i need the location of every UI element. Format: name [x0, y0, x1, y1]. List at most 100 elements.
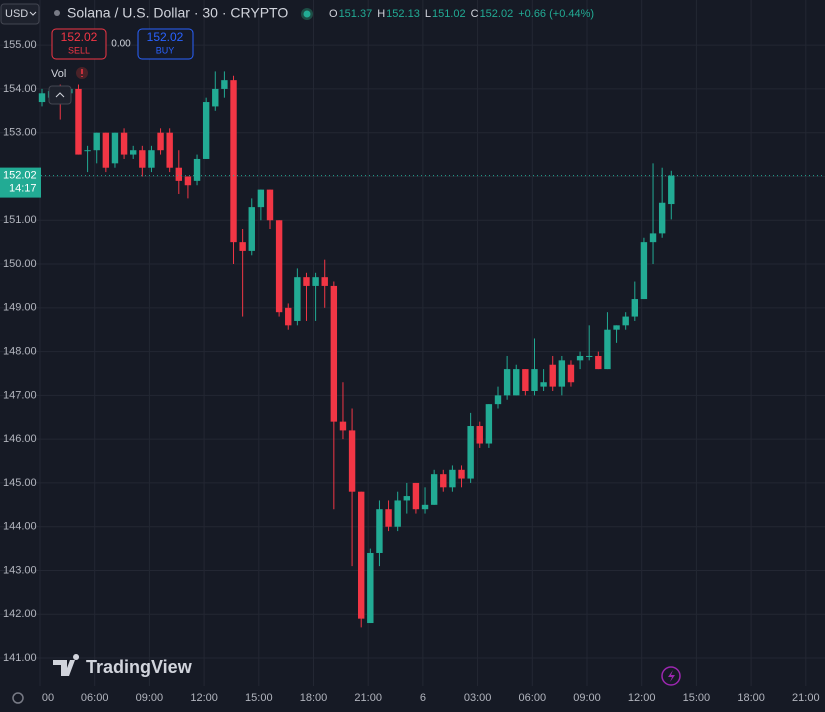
y-tick-label: 141.00 [3, 652, 37, 664]
candle-body [421, 504, 429, 510]
ohlc-value: 152.13 [386, 8, 420, 20]
candle-body [513, 369, 520, 396]
collapse-button[interactable] [48, 85, 72, 105]
candle-body [139, 150, 146, 168]
candle-body [303, 277, 310, 286]
y-tick-label: 149.00 [3, 302, 37, 314]
watermark: TradingView [86, 657, 193, 677]
candle-body [540, 382, 547, 387]
lightning-button[interactable] [661, 666, 681, 686]
candle-body [321, 277, 328, 286]
candle-body [175, 167, 182, 181]
candle-body [567, 364, 575, 383]
candle-body [485, 404, 493, 444]
candle-body [166, 132, 173, 168]
x-tick-label: 12:00 [190, 692, 218, 704]
symbol-title: Solana / U.S. Dollar · 30 · CRYPTO [67, 5, 288, 21]
y-tick-label: 147.00 [3, 389, 37, 401]
candle-body [358, 491, 365, 619]
x-tick-label: 21:00 [354, 692, 382, 704]
candle-body [84, 150, 91, 152]
candle-body [212, 88, 219, 107]
candle-body [257, 189, 265, 208]
candle-body [668, 175, 675, 205]
x-tick-label: 09:00 [573, 692, 601, 704]
ohlc-value: 151.37 [339, 8, 373, 20]
y-tick-label: 144.00 [3, 521, 37, 533]
status-dot [303, 10, 311, 18]
candle-body [294, 277, 301, 321]
candle-body [102, 132, 110, 168]
candle-body [458, 469, 465, 479]
currency-button[interactable] [0, 3, 40, 25]
candle-body [649, 233, 657, 243]
x-tick-label: 12:00 [628, 692, 656, 704]
y-tick-label: 142.00 [3, 608, 37, 620]
candle-body [157, 132, 164, 151]
overlay: USD Solana / U.S. Dollar · 30 · CRYPTO O… [0, 3, 681, 704]
last-price-box [0, 167, 41, 198]
candle-body [239, 242, 246, 251]
candle-body [640, 242, 648, 300]
last-price-label: 152.02 [3, 170, 37, 182]
candle-body [403, 496, 410, 501]
candles [38, 71, 675, 628]
candle-body [476, 426, 483, 444]
buy-price[interactable]: 152.02 [147, 30, 184, 44]
candle-body [558, 360, 566, 387]
dropdown-icon [29, 11, 37, 16]
x-tick-label: 00 [42, 692, 54, 704]
y-tick-label: 155.00 [3, 39, 37, 51]
x-tick-label: 06:00 [81, 692, 109, 704]
x-tick-label: 15:00 [245, 692, 273, 704]
candle-body [202, 102, 210, 159]
sell-label[interactable]: SELL [68, 45, 90, 55]
candle-body [266, 189, 274, 221]
candle-body [503, 369, 511, 396]
currency[interactable]: USD [5, 8, 28, 20]
candle-body [330, 285, 338, 422]
buy-button[interactable] [137, 28, 194, 60]
buy-label[interactable]: BUY [156, 45, 175, 55]
candle-body [631, 299, 638, 317]
candle-body [248, 207, 255, 251]
symbol-icon [54, 10, 60, 16]
candle-body [275, 220, 283, 313]
y-tick-label: 153.00 [3, 127, 37, 139]
ohlc-value: 152.02 [480, 8, 514, 20]
candle-body [394, 500, 401, 527]
x-tick-label: 21:00 [792, 692, 820, 704]
candle-body [111, 132, 119, 164]
candle-body [221, 80, 228, 89]
candle-body [658, 202, 666, 234]
ohlc-key: H [377, 8, 385, 20]
candle-body [412, 482, 420, 510]
ohlc-key: C [471, 8, 479, 20]
y-tick-label: 151.00 [3, 214, 37, 226]
candle-body [285, 307, 292, 326]
x-tick-label: 6 [420, 692, 426, 704]
logo-icon [53, 654, 80, 676]
candle-body [595, 355, 602, 370]
candle-body [440, 474, 447, 488]
y-tick-label: 145.00 [3, 477, 37, 489]
y-tick-label: 143.00 [3, 564, 37, 576]
ohlc-value: 151.02 [432, 8, 466, 20]
candle-body [120, 132, 128, 155]
candle-body [93, 132, 100, 151]
x-tick-label: 06:00 [519, 692, 547, 704]
y-tick-label: 148.00 [3, 346, 37, 358]
candle-body [522, 369, 529, 391]
y-tick-label: 154.00 [3, 83, 37, 95]
candle-body [430, 474, 438, 505]
ohlc-key: L [425, 8, 431, 20]
spread: 0.00 [111, 39, 131, 50]
settings-icon[interactable] [12, 692, 24, 704]
countdown: 14:17 [9, 183, 37, 195]
sell-button[interactable] [51, 28, 107, 60]
sell-price[interactable]: 152.02 [61, 30, 98, 44]
candle-body [622, 316, 629, 326]
candle-body [367, 552, 374, 624]
candle-body [549, 364, 556, 387]
